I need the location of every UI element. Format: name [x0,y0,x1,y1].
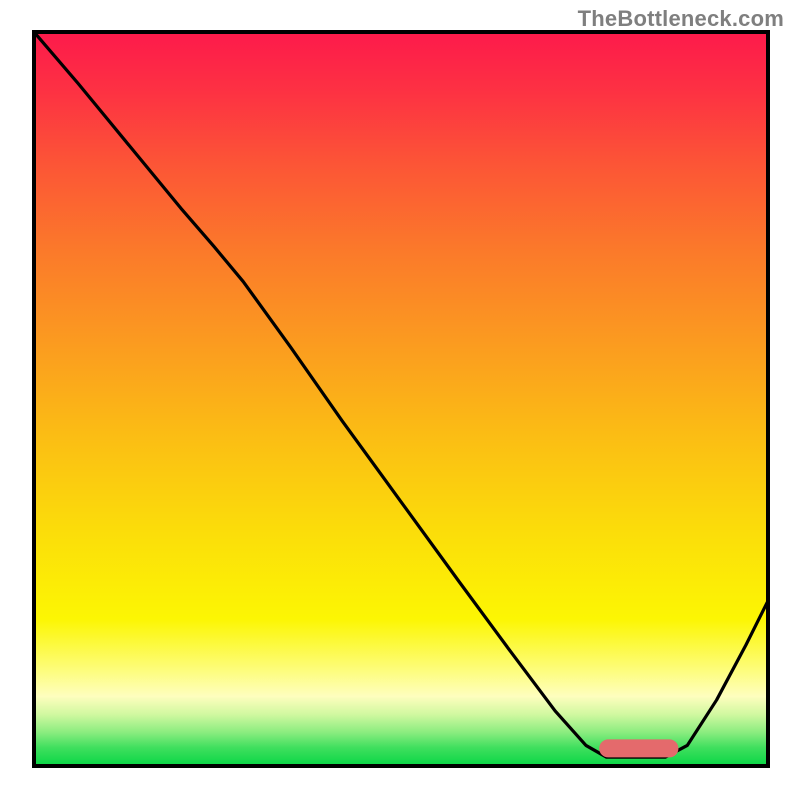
bottleneck-chart [0,0,800,800]
watermark-text: TheBottleneck.com [578,6,784,32]
chart-container: TheBottleneck.com [0,0,800,800]
plot-background-gradient [34,32,768,766]
minimum-marker [599,739,678,757]
